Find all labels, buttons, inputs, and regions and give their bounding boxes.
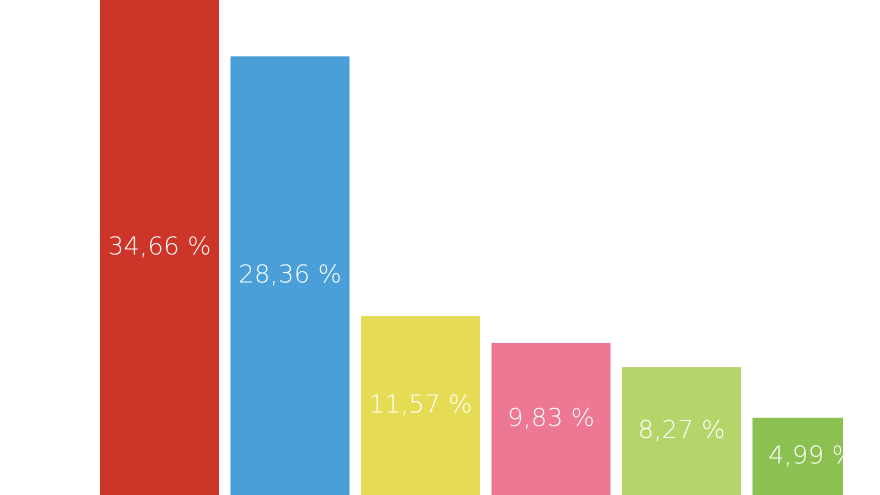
bar: [752, 417, 843, 495]
value-label: 28,36 %: [238, 260, 341, 289]
bar: [622, 367, 741, 495]
value-label: 4,99 %: [768, 440, 843, 469]
value-label: 34,66 %: [108, 232, 211, 261]
bar: [230, 56, 350, 495]
chart: 34,66 % 28,36 % 11,57 % 9,83 % 8,27 % 4,99 %: [100, 0, 843, 495]
value-label: 11,57 %: [369, 390, 472, 419]
bar: [100, 0, 219, 495]
bar: [491, 342, 611, 495]
bar: [361, 316, 480, 495]
value-label: 8,27 %: [638, 415, 725, 444]
value-label: 9,83 %: [507, 403, 594, 432]
